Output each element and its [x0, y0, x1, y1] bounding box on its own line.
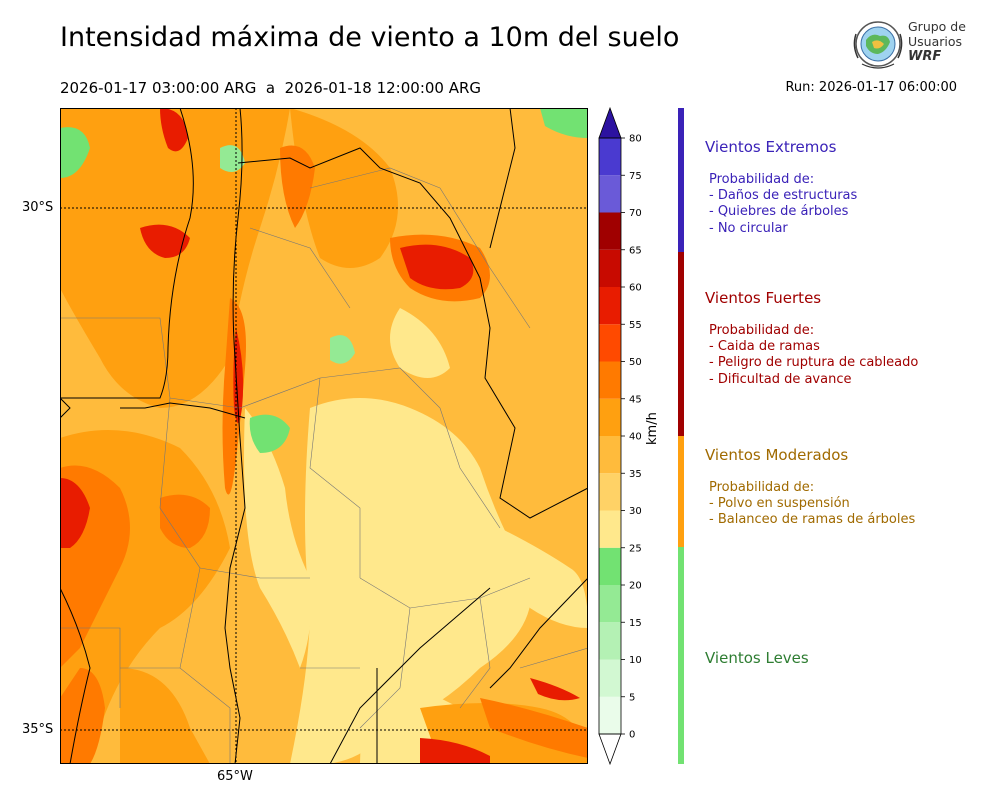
colorbar-tick-label: 35 [629, 469, 642, 480]
wind-zone-50-60 [160, 108, 188, 152]
wind-zone-50-60 [530, 678, 580, 701]
map-title: Intensidad máxima de viento a 10m del su… [60, 22, 680, 53]
colorbar-band [599, 659, 621, 697]
category-desc-extremos: Probabilidad de: - Daños de estructuras … [709, 172, 858, 236]
wind-zone-25-30 [290, 398, 532, 764]
wind-map-svg [60, 108, 588, 764]
wind-zone-15-25 [249, 414, 290, 453]
colorbar-tick-label: 45 [629, 394, 642, 405]
colorbar-band [599, 547, 621, 585]
wind-zone-50-60 [140, 224, 190, 258]
wind-map [60, 108, 588, 764]
colorbar-band [599, 287, 621, 325]
logo-line-2: Usuarios [908, 34, 963, 49]
graticule [60, 108, 588, 764]
colorbar-band [599, 585, 621, 623]
colorbar-band [599, 138, 621, 176]
category-desc-fuertes: Probabilidad de: - Caida de ramas - Peli… [709, 323, 919, 387]
grupo-usuarios-wrf-logo [848, 18, 968, 72]
colorbar-tick-label: 20 [629, 581, 642, 592]
wind-zone-50-60 [420, 738, 490, 764]
wind-zone-25-30 [244, 408, 312, 668]
logo-line-1: Grupo de [908, 19, 966, 34]
wind-zone-35-40 [120, 668, 210, 764]
colorbar-band [599, 510, 621, 548]
category-bar-extremos [678, 108, 684, 252]
category-title-extremos: Vientos Extremos [705, 138, 837, 156]
wind-zone-15-25 [220, 145, 245, 172]
category-bar-leves [678, 547, 684, 764]
lon-label-65w: 65°W [217, 769, 253, 784]
wind-zone-25-30 [390, 308, 450, 378]
wind-zone-50-60 [400, 244, 474, 290]
wind-zone-45-50 [60, 668, 105, 764]
colorbar-tick-label: 5 [629, 692, 635, 703]
category-title-fuertes: Vientos Fuertes [705, 289, 822, 307]
map-frame [60, 108, 588, 764]
category-title-leves: Vientos Leves [705, 649, 809, 667]
wind-zone-35-40 [290, 108, 398, 268]
category-desc-moderados: Probabilidad de: - Polvo en suspensión -… [709, 480, 916, 528]
colorbar-tick-label: 65 [629, 245, 642, 256]
category-title-moderados: Vientos Moderados [705, 446, 849, 464]
colorbar-svg: 0 5 10 15 20 25 30 35 40 45 50 55 60 65 70 75 80 [598, 106, 642, 766]
colorbar-tick-label: 30 [629, 506, 642, 517]
wind-zone-15-25 [330, 335, 355, 364]
category-bar-moderados [678, 436, 684, 547]
wind-zone-50-60 [233, 328, 244, 423]
colorbar-band [599, 473, 621, 511]
colorbar-band [599, 696, 621, 734]
department-borders [60, 167, 588, 764]
colorbar-tick-label: 10 [629, 655, 642, 666]
globe-icon [853, 21, 903, 69]
colorbar-tick-label: 60 [629, 283, 642, 294]
wind-zone-50-60 [60, 478, 90, 548]
colorbar-extend-min [598, 733, 622, 766]
category-bar-fuertes [678, 252, 684, 436]
colorbar-band [599, 249, 621, 287]
colorbar-tick-label: 40 [629, 432, 642, 443]
colorbar-tick-label: 0 [629, 730, 635, 741]
wind-zone-45-50 [480, 698, 588, 758]
colorbar-band [599, 175, 621, 213]
colorbar: 0 5 10 15 20 25 30 35 40 45 50 55 60 65 70 75 80 [596, 104, 656, 768]
colorbar-tick-label: 25 [629, 543, 642, 554]
wind-zone-15-25 [540, 108, 588, 138]
colorbar-tick-label: 50 [629, 357, 642, 368]
logo-line-3: WRF [908, 49, 942, 64]
wind-zone-45-50 [160, 494, 210, 548]
colorbar-extend-max [598, 106, 622, 139]
colorbar-tick-label: 70 [629, 208, 642, 219]
colorbar-band [599, 436, 621, 474]
colorbar-band [599, 361, 621, 399]
colorbar-band [599, 622, 621, 660]
colorbar-tick-label: 55 [629, 320, 642, 331]
colorbar-tick-label: 15 [629, 618, 642, 629]
colorbar-tick-label: 80 [629, 134, 642, 145]
wind-zone-15-25 [60, 127, 90, 178]
colorbar-unit: km/h [645, 412, 660, 445]
colorbar-band [599, 324, 621, 362]
run-time: Run: 2026-01-17 06:00:00 [785, 80, 957, 95]
colorbar-band [599, 398, 621, 436]
lat-label-30s: 30°S [22, 200, 54, 215]
lat-label-35s: 35°S [22, 722, 54, 737]
province-borders [60, 108, 588, 764]
forecast-period: 2026-01-17 03:00:00 ARG a 2026-01-18 12:… [60, 79, 482, 97]
colorbar-band [599, 212, 621, 250]
wind-zone-25-30 [500, 528, 588, 628]
logo-text: Grupo de Usuarios WRF [908, 19, 966, 64]
colorbar-tick-label: 75 [629, 171, 642, 182]
